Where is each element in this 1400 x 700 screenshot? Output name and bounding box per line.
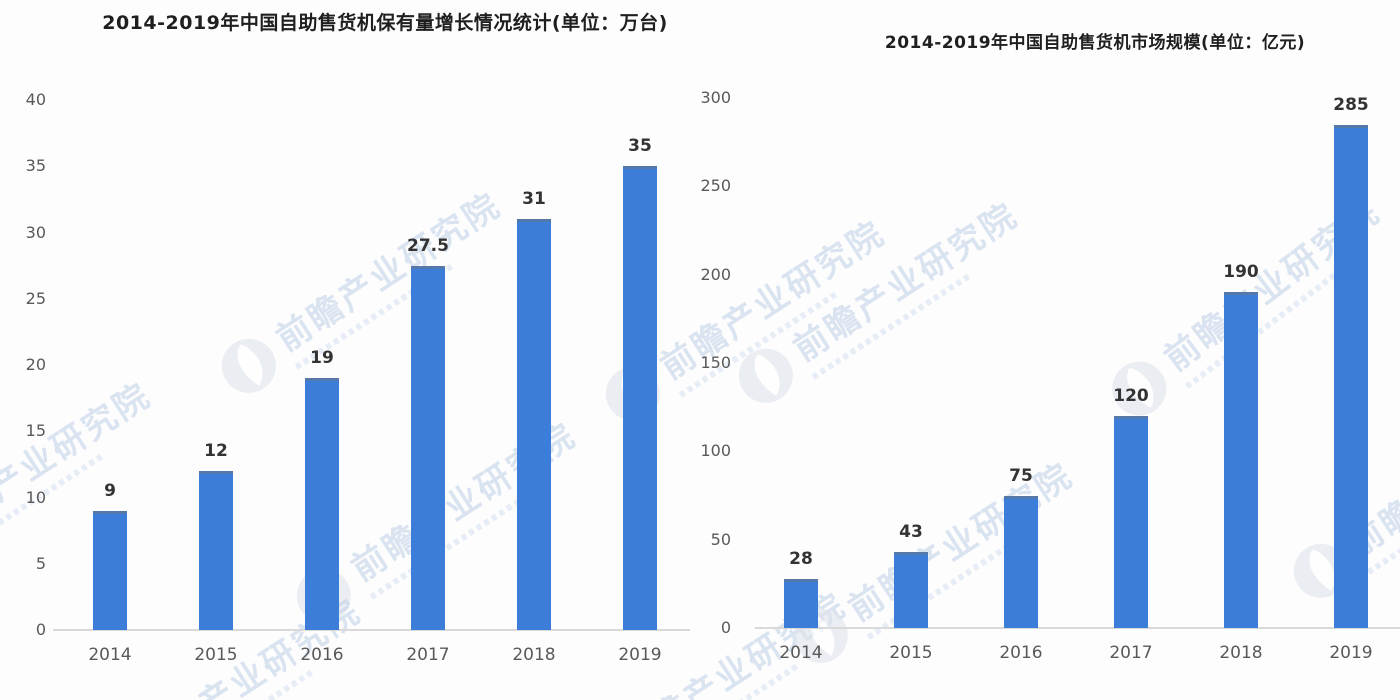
- x-axis-tick-label: 2018: [1219, 643, 1263, 663]
- qianzhan-logo-icon: [221, 338, 276, 393]
- bar-value-label: 120: [1113, 386, 1149, 406]
- bar-2018: [1224, 292, 1258, 628]
- y-axis-tick-label: 150: [700, 353, 731, 372]
- bar-value-label: 35: [628, 136, 652, 157]
- x-axis-tick-label: 2019: [1329, 643, 1373, 663]
- y-axis-tick-label: 0: [720, 618, 731, 637]
- y-axis-tick-label: 0: [35, 620, 46, 639]
- x-axis-line: [53, 629, 690, 631]
- y-axis-tick-label: 10: [25, 487, 46, 507]
- watermark-text: 前瞻产业研究院: [269, 185, 509, 360]
- watermark-subtext-line: [369, 493, 530, 600]
- bar-2014: [784, 578, 818, 628]
- y-axis-tick-label: 200: [700, 264, 731, 284]
- y-axis-tick-label: 20: [25, 355, 46, 374]
- bar-value-label: 19: [310, 348, 334, 369]
- bar-2016: [305, 378, 339, 630]
- bar-value-label: 190: [1223, 262, 1259, 283]
- x-axis-line: [755, 627, 1400, 629]
- watermark-text: 前瞻产业研究院: [786, 195, 1026, 370]
- y-axis-tick-label: 25: [25, 288, 46, 308]
- watermark: 前瞻产业研究院: [210, 178, 515, 405]
- market-size-chart-title: 2014-2019年中国自助售货机市场规模(单位：亿元): [884, 33, 1306, 53]
- y-axis-tick-label: 300: [700, 88, 731, 107]
- bar-2019: [623, 166, 657, 630]
- watermark-subtext-line: [154, 669, 315, 700]
- bar-value-label: 75: [1009, 465, 1033, 486]
- bar-2016: [1004, 495, 1038, 628]
- bar-2017: [411, 265, 445, 630]
- watermark-subtext-line: [639, 663, 800, 700]
- ownership-chart-title: 2014-2019年中国自助售货机保有量增长情况统计(单位：万台): [102, 12, 668, 34]
- bar-value-label: 43: [899, 522, 923, 543]
- bar-value-label: 285: [1333, 94, 1369, 115]
- y-axis-tick-label: 250: [700, 176, 731, 196]
- watermark-text: 前瞻产业研究院: [0, 375, 159, 550]
- x-axis-tick-label: 2015: [889, 643, 933, 663]
- y-axis-tick-label: 40: [25, 90, 46, 109]
- watermark-subtext-line: [866, 533, 1027, 640]
- bar-2014: [93, 510, 127, 630]
- x-axis-tick-label: 2019: [618, 645, 662, 665]
- qianzhan-logo-icon: [738, 348, 793, 403]
- x-axis-tick-label: 2015: [194, 645, 238, 665]
- y-axis-tick-label: 15: [25, 421, 46, 441]
- y-axis-tick-label: 30: [25, 222, 46, 242]
- y-axis-tick-label: 5: [35, 553, 46, 573]
- watermark-subtext-line: [811, 273, 972, 380]
- bar-value-label: 12: [204, 441, 228, 461]
- bar-value-label: 9: [104, 480, 116, 501]
- bar-2015: [199, 471, 233, 630]
- bar-2017: [1114, 416, 1148, 628]
- x-axis-tick-label: 2018: [512, 645, 556, 665]
- watermark-subtext-line: [678, 291, 839, 398]
- bar-value-label: 31: [522, 189, 546, 210]
- bar-value-label: 27.5: [407, 235, 449, 256]
- x-axis-tick-label: 2014: [779, 643, 823, 663]
- x-axis-tick-label: 2014: [88, 645, 132, 665]
- watermark: 前瞻产业研究院: [727, 188, 1032, 415]
- bar-value-label: 28: [789, 548, 813, 569]
- bar-2015: [894, 552, 928, 628]
- watermark-subtext-line: [1366, 468, 1400, 575]
- watermark-subtext-line: [1184, 272, 1338, 390]
- x-axis-tick-label: 2017: [406, 645, 450, 665]
- y-axis-tick-label: 50: [710, 529, 731, 549]
- y-axis-tick-label: 35: [25, 156, 46, 176]
- x-axis-tick-label: 2016: [300, 645, 344, 665]
- y-axis-tick-label: 100: [700, 441, 731, 461]
- bar-2019: [1334, 124, 1368, 628]
- x-axis-tick-label: 2017: [1109, 643, 1153, 663]
- x-axis-tick-label: 2016: [999, 643, 1043, 663]
- bar-2018: [517, 219, 551, 630]
